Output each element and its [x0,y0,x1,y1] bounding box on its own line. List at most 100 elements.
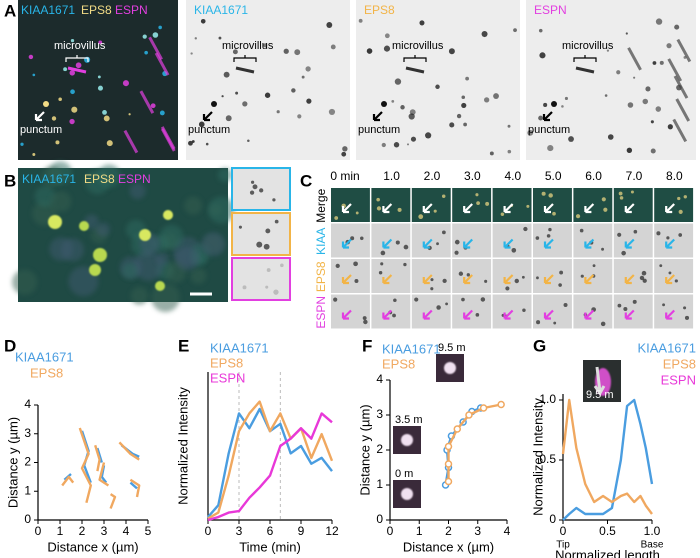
filament [676,38,692,63]
arrow [665,274,675,285]
arrow [382,274,393,285]
arrow [341,309,352,320]
speckle [122,80,129,87]
speckle [500,212,505,216]
speckle [391,99,395,103]
inset-arrow [593,366,606,396]
panel-letter: E [178,336,189,355]
speckle [301,75,305,79]
speckle [558,283,562,287]
speckle [454,239,460,245]
speckle [280,263,284,268]
speckle [238,225,242,229]
arrow [584,274,595,285]
speckle [641,270,647,276]
speckle [514,278,519,284]
annotation: 9.5 m [438,342,466,354]
speckle [381,142,386,148]
speckle [538,28,543,33]
speckle [466,273,470,277]
x-axis-label: Distance x (µm) [403,539,494,554]
speckle [625,32,628,35]
x-tick-label: 9 [298,524,305,538]
legend-entry: KIAA1671 [382,341,441,356]
row-label: ESPN [314,296,328,329]
speckle [264,92,271,98]
speckle [392,313,396,318]
speckle [342,146,348,152]
speckle [425,132,432,139]
speckle [383,45,391,52]
y-tick-label: 2 [24,455,31,469]
annotation: 3.5 m [395,414,423,426]
legend-entry: KIAA1671 [210,340,269,355]
speckle [454,250,459,255]
channel-label: EPS8 [81,3,112,17]
legend-entry: KIAA1671 [637,340,696,355]
x-tick-label: 3 [236,524,243,538]
x-tick-label: 0.5 [599,524,616,538]
arrow [584,309,595,320]
punctum-label: punctum [528,124,570,136]
speckle [655,18,663,25]
speckle [604,94,608,97]
speckle [546,234,551,238]
speckle [235,91,239,95]
end-label: Base [641,540,664,551]
haze [217,167,232,182]
speckle [617,232,622,237]
punctum-arrow [542,111,553,122]
speckle [656,231,661,236]
speckle [276,110,280,114]
filament [139,90,155,114]
speckle [419,20,425,26]
speckle [617,303,622,308]
speckle [128,113,131,116]
speckle [414,297,419,302]
speckle [63,67,68,72]
speckle [395,240,400,245]
speckle [480,297,486,302]
speckle [463,122,467,127]
arrow [503,274,514,285]
haze [156,252,170,266]
speckle [536,276,539,280]
y-tick-label: 0 [24,512,31,526]
point [444,460,453,468]
point [497,400,505,409]
micrograph [18,0,178,160]
y-axis-label: Normalized Intensity [175,387,190,505]
speckle [481,31,488,38]
speckle [291,88,296,93]
haze [96,222,111,237]
x-tick-label: 0 [387,524,394,538]
x-axis-label: Time (min) [239,539,301,554]
y-axis-label: Distance y (µm) [357,404,372,495]
speckle [221,95,224,98]
series-line [562,398,654,521]
speckle [678,233,683,237]
arrow [624,238,635,249]
legend-entry: EPS8 [382,356,415,371]
speckle [394,78,402,85]
speckle [507,124,511,128]
speckle [335,263,340,268]
speckle [568,136,574,142]
microvillus-label: microvillus [222,40,274,52]
y-tick-label: 2 [376,442,383,456]
filament [160,128,176,152]
speckle [601,247,605,251]
speckle [601,197,606,202]
speckle [263,43,268,48]
y-tick-label: 1 [376,477,383,491]
x-tick-label: 4 [504,524,511,538]
speckle [522,308,526,312]
speckle [621,250,626,256]
x-axis-label: Normalized length [555,547,660,558]
speckle [69,118,75,125]
speckle [403,262,407,267]
point [444,442,453,451]
speckle [642,278,647,283]
speckle [191,140,195,143]
channel-label: EPS8 [364,3,395,17]
